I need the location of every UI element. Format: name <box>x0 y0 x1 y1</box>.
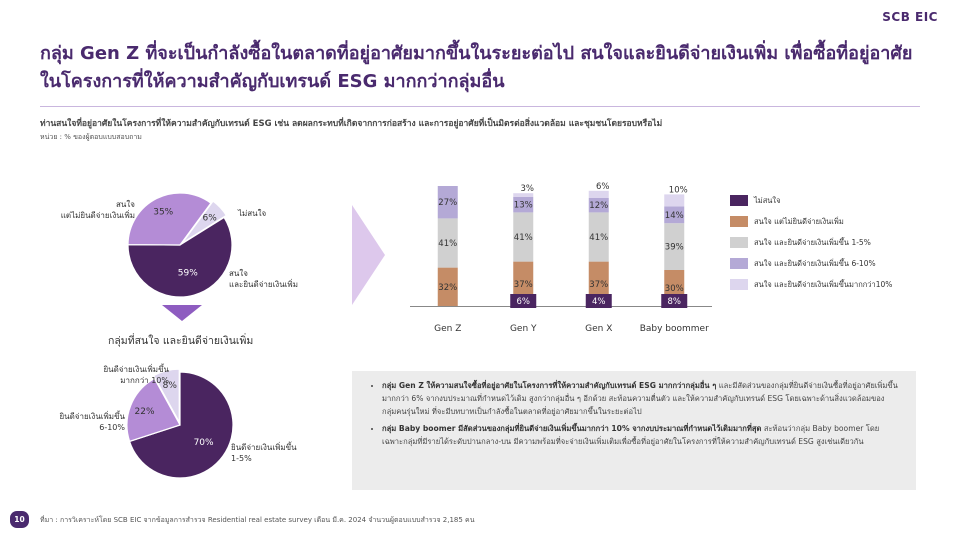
willingness-pie-labels: ยินดีจ่ายเงินเพิ่มขึ้น 1-5% ยินดีจ่ายเงินเ… <box>59 363 297 463</box>
pie-category-label: ยินดีจ่ายเงินเพิ่มขึ้น <box>59 410 125 421</box>
bar-value-label: 27% <box>438 198 457 208</box>
pie-slice <box>152 368 180 423</box>
title-divider <box>40 106 920 107</box>
bar-value-label: 32% <box>438 283 457 293</box>
legend-label: สนใจ และยินดีจ่ายเงินเพิ่มขึ้น 6-10% <box>754 258 876 268</box>
bar-value-label: 4% <box>592 297 606 307</box>
pie-value-label: 8% <box>163 381 178 391</box>
x-tick-label: Gen Z <box>434 324 461 334</box>
bar-value-label: 14% <box>665 211 684 221</box>
bar-segment <box>664 206 685 224</box>
page-number: 10 <box>10 511 29 528</box>
note-baby-boomer-text: สะท้อนว่ากลุ่ม Baby boomer โดยเฉพาะกลุ่ม… <box>382 424 880 446</box>
pie-value-label: 59% <box>178 269 198 279</box>
legend-item: สนใจ และยินดีจ่ายเงินเพิ่มขึ้น 1-5% <box>730 232 892 253</box>
bar-value-label: 41% <box>589 233 608 243</box>
legend-label: สนใจ และยินดีจ่ายเงินเพิ่มขึ้น 1-5% <box>754 237 871 247</box>
bar-value-label: 39% <box>665 243 684 253</box>
bar-segment <box>661 294 688 308</box>
brand-logo: SCB EIC <box>882 10 938 24</box>
legend-item: สนใจ และยินดีจ่ายเงินเพิ่มขึ้น 6-10% <box>730 253 892 274</box>
legend-item: ไม่สนใจ <box>730 190 892 211</box>
pie-category-label: ยินดีจ่ายเงินเพิ่มขึ้น <box>231 441 297 452</box>
right-arrow-icon <box>352 205 385 305</box>
bar-segment <box>585 294 612 308</box>
bar-segment <box>437 186 458 219</box>
note-baby-boomer-bold: กลุ่ม Baby boomer มีสัดส่วนของกลุ่มที่ยิ… <box>382 424 762 433</box>
bar-segment <box>510 294 537 308</box>
notes-box: กลุ่ม Gen Z ให้ความสนใจซื้อที่อยู่อาศัยใ… <box>352 371 916 490</box>
pie-slice <box>181 200 228 244</box>
note-gen-z: กลุ่ม Gen Z ให้ความสนใจซื้อที่อยู่อาศัยใ… <box>382 379 898 418</box>
pie-category-label: 1-5% <box>231 454 252 463</box>
bar-segment <box>664 223 685 270</box>
note-baby-boomer: กลุ่ม Baby boomer มีสัดส่วนของกลุ่มที่ยิ… <box>382 422 898 448</box>
survey-question: ท่านสนใจที่อยู่อาศัยในโครงการที่ให้ความส… <box>40 119 663 129</box>
legend-label: สนใจ แต่ไม่ยินดีจ่ายเงินเพิ่ม <box>754 216 844 226</box>
bar-value-label: 8% <box>668 297 682 307</box>
down-arrow-icon <box>162 305 202 321</box>
pie-value-label: 22% <box>135 407 155 417</box>
bar-segment <box>513 196 534 213</box>
legend-swatch <box>730 258 748 269</box>
interest-pie-chart: 59% 35% 6% <box>127 192 233 298</box>
bar-value-label: 6% <box>596 182 610 192</box>
bar-value-label: 13% <box>514 201 533 211</box>
pie-category-label: 6-10% <box>99 423 125 432</box>
interest-pie-labels: สนใจและยินดีจ่ายเงินเพิ่มสนใจแต่ไม่ยินดี… <box>61 200 298 289</box>
pie-slice <box>128 371 234 479</box>
pie-category-label: มากกว่า 10% <box>120 376 169 385</box>
legend-swatch <box>730 237 748 248</box>
pie-category-label: แต่ไม่ยินดีจ่ายเงินเพิ่ม <box>61 209 135 220</box>
bar-value-label: 30% <box>665 284 684 294</box>
x-tick-label: Gen X <box>585 324 612 334</box>
bar-value-label: 37% <box>589 280 608 290</box>
x-tick-label: Gen Y <box>510 324 537 334</box>
bar-segment <box>437 267 458 306</box>
bar-value-label: 37% <box>514 280 533 290</box>
bar-value-label: 6% <box>517 297 531 307</box>
pie-slice <box>127 216 233 298</box>
bar-value-label: 41% <box>514 233 533 243</box>
pie-slice <box>126 377 181 443</box>
pie-subheading: กลุ่มที่สนใจ และยินดีจ่ายเงินเพิ่ม <box>108 335 254 347</box>
bar-value-label: 41% <box>438 239 457 249</box>
note-gen-z-text: และมีสัดส่วนของกลุ่มที่ยินดีจ่ายเงินซื้อ… <box>382 381 898 416</box>
willingness-pie-chart: 70% 22% 8% <box>126 368 234 479</box>
legend-item: สนใจ และยินดีจ่ายเงินเพิ่มขึ้นมากกว่า10% <box>730 274 892 295</box>
generation-stacked-bar-chart: 32% 41% 27% Gen Z 37% 41% 13% 3% 6% Gen Y 37% 41% 12… <box>410 182 712 334</box>
pie-value-label: 6% <box>203 214 218 224</box>
legend-item: สนใจ แต่ไม่ยินดีจ่ายเงินเพิ่ม <box>730 211 892 232</box>
bar-segment <box>513 212 534 262</box>
bar-segment <box>588 198 609 213</box>
note-gen-z-bold: กลุ่ม Gen Z ให้ความสนใจซื้อที่อยู่อาศัยใ… <box>382 381 717 390</box>
pie-category-label: ไม่สนใจ <box>237 209 267 218</box>
page-title: กลุ่ม Gen Z ที่จะเป็นกำลังซื้อในตลาดที่อ… <box>40 43 913 92</box>
pie-value-label: 70% <box>194 438 214 448</box>
pie-category-label: ยินดีจ่ายเงินเพิ่มขึ้น <box>103 363 169 374</box>
unit-note: หน่วย : % ของผู้ตอบแบบสอบถาม <box>40 133 142 141</box>
pie-category-label: สนใจ <box>116 200 135 209</box>
bar-segment <box>437 218 458 268</box>
bar-segment <box>588 190 609 198</box>
legend-label: ไม่สนใจ <box>754 195 781 205</box>
pie-value-label: 35% <box>153 208 173 218</box>
legend-swatch <box>730 216 748 227</box>
legend-swatch <box>730 195 748 206</box>
pie-slice <box>127 192 212 246</box>
bar-value-label: 10% <box>669 185 688 195</box>
bar-segment <box>664 194 685 207</box>
legend-swatch <box>730 279 748 290</box>
bar-segment <box>588 212 609 262</box>
bar-value-label: 3% <box>521 184 535 194</box>
pie-category-label: สนใจ <box>229 269 248 278</box>
bar-value-label: 12% <box>589 201 608 211</box>
bar-segment <box>513 193 534 197</box>
source-note: ที่มา : การวิเคราะห์โดย SCB EIC จากข้อมู… <box>40 516 475 524</box>
x-tick-label: Baby boommer <box>640 324 709 334</box>
pie-category-label: และยินดีจ่ายเงินเพิ่ม <box>229 278 298 289</box>
bar-legend: ไม่สนใจสนใจ แต่ไม่ยินดีจ่ายเงินเพิ่มสนใจ… <box>730 190 892 295</box>
legend-label: สนใจ และยินดีจ่ายเงินเพิ่มขึ้นมากกว่า10% <box>754 279 893 289</box>
